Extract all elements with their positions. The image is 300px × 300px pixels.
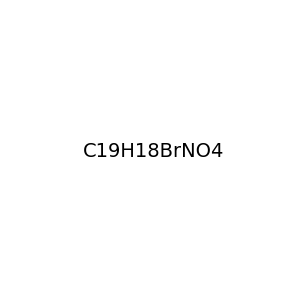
Text: C19H18BrNO4: C19H18BrNO4: [83, 142, 224, 161]
